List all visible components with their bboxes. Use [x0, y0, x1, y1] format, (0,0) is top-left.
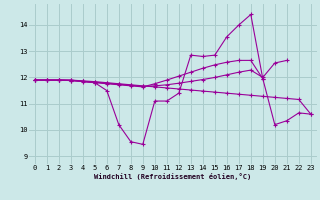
X-axis label: Windchill (Refroidissement éolien,°C): Windchill (Refroidissement éolien,°C)	[94, 173, 252, 180]
